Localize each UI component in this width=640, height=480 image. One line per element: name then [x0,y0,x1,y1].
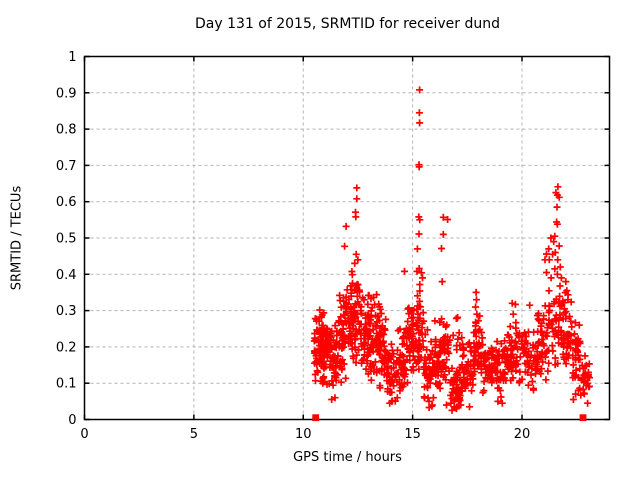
y-tick-label: 0 [68,413,76,428]
x-axis-title: GPS time / hours [293,450,402,465]
y-tick-label: 0.4 [56,268,77,283]
y-tick-label: 0.7 [56,159,77,174]
x-tick-label: 15 [404,427,421,442]
y-tick-label: 0.2 [56,340,77,355]
endpoint-marker [312,414,320,422]
x-tick-label: 20 [514,427,531,442]
grid-lines [84,56,610,420]
endpoint-marker [579,414,587,422]
x-tick-label: 0 [80,427,88,442]
y-tick-label: 0.5 [56,232,77,247]
y-tick-label: 0.3 [56,304,77,319]
x-tick-label: 5 [190,427,198,442]
chart-title: Day 131 of 2015, SRMTID for receiver dun… [195,16,500,32]
y-tick-label: 0.9 [56,86,77,101]
y-tick-label: 0.6 [56,195,77,210]
y-tick-label: 0.8 [56,123,77,138]
y-tick-label: 0.1 [56,377,77,392]
tick-labels: 0 5 10 15 20 0 0.1 0.2 0.3 0.4 0.5 0.6 0.7 0.8 0.9 1 [56,50,530,442]
y-axis-title: SRMTID / TECUs [9,185,25,291]
axis-ticks [83,55,610,421]
y-tick-label: 1 [68,50,76,65]
data-points [310,86,593,414]
x-tick-label: 10 [295,427,312,442]
